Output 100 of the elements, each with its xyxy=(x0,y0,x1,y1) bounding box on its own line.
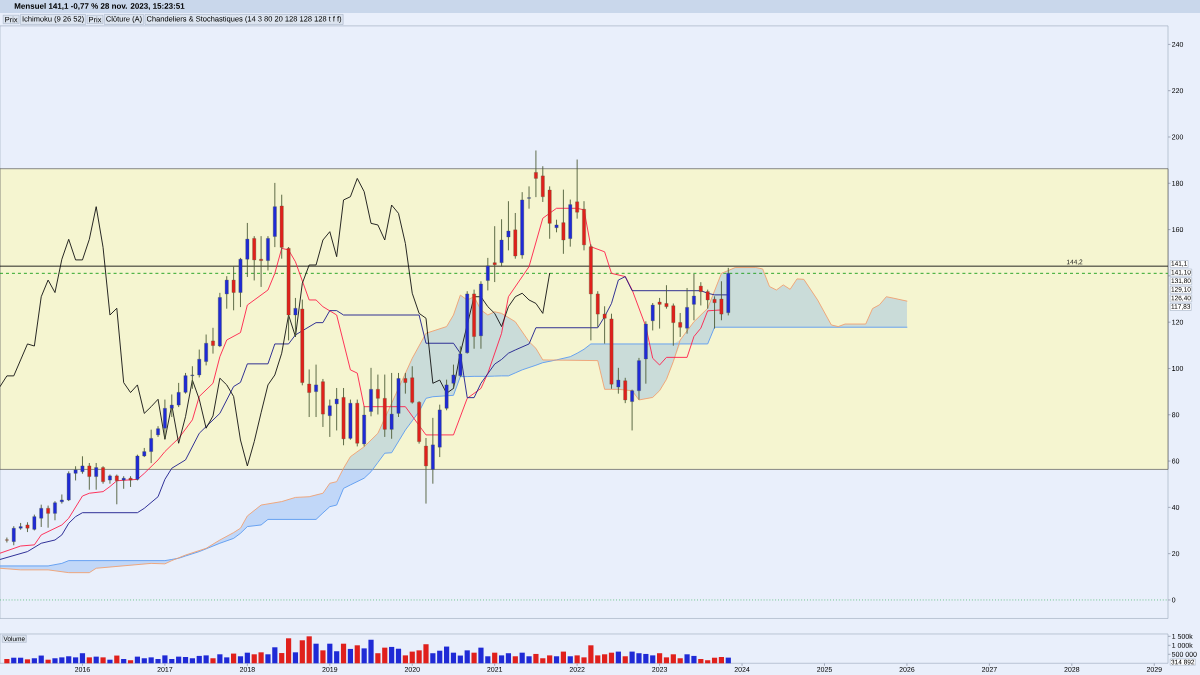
candlestick xyxy=(575,159,579,219)
candlestick xyxy=(39,504,44,528)
candlestick xyxy=(231,266,236,311)
bar xyxy=(217,654,223,664)
bar xyxy=(553,656,560,664)
bar xyxy=(340,643,347,664)
candlestick xyxy=(5,537,9,543)
bar xyxy=(560,651,566,664)
candlestick xyxy=(458,346,463,378)
bar xyxy=(86,657,92,664)
candlestick xyxy=(87,462,92,490)
bar xyxy=(395,648,402,664)
bar xyxy=(292,652,299,664)
candlestick xyxy=(121,476,126,489)
bar xyxy=(354,645,360,664)
bar xyxy=(492,652,498,664)
candlestick xyxy=(293,297,298,337)
bar xyxy=(663,657,670,664)
candlestick xyxy=(314,364,318,418)
bar xyxy=(444,646,450,664)
bar xyxy=(375,653,381,664)
candlestick xyxy=(376,374,380,415)
candlestick xyxy=(204,334,208,366)
candlestick xyxy=(561,189,566,254)
candlestick xyxy=(163,399,167,439)
candlestick xyxy=(403,372,408,394)
bar xyxy=(718,656,725,664)
candlestick xyxy=(334,387,339,431)
bar xyxy=(189,658,195,664)
bar xyxy=(182,656,189,664)
candlestick xyxy=(53,501,57,521)
bar xyxy=(698,658,704,664)
candlestick xyxy=(259,236,263,287)
bar xyxy=(72,657,79,664)
candlestick xyxy=(307,369,311,418)
bar xyxy=(389,646,395,664)
bar xyxy=(471,652,477,664)
bar xyxy=(196,655,202,664)
bar xyxy=(31,658,37,664)
bar xyxy=(505,653,512,664)
bar xyxy=(79,653,86,664)
candlestick xyxy=(369,367,373,417)
bar xyxy=(127,660,134,664)
bar xyxy=(464,650,470,664)
bar xyxy=(409,651,415,664)
candlestick xyxy=(328,399,332,437)
line-series xyxy=(0,276,729,560)
bar xyxy=(100,657,106,664)
bar xyxy=(567,656,573,664)
bar xyxy=(402,655,408,664)
bar xyxy=(437,650,443,664)
bar xyxy=(279,653,285,664)
candlestick xyxy=(499,219,504,267)
candlestick xyxy=(719,281,724,321)
bar xyxy=(650,655,656,664)
candlestick xyxy=(595,291,600,328)
candlestick xyxy=(540,166,545,203)
candlestick xyxy=(424,437,428,504)
candlestick xyxy=(554,219,559,233)
candlestick xyxy=(11,526,16,546)
candlestick xyxy=(389,372,394,439)
candlestick xyxy=(252,236,257,281)
candlestick xyxy=(657,297,662,329)
bar xyxy=(237,656,244,664)
bar xyxy=(430,653,436,664)
bar xyxy=(382,647,388,664)
bar xyxy=(615,651,621,664)
candlestick xyxy=(534,150,538,198)
candlestick xyxy=(190,366,195,389)
candlestick xyxy=(527,186,531,209)
bar xyxy=(595,655,601,664)
candlestick xyxy=(623,377,628,404)
candlestick xyxy=(602,306,607,344)
bar xyxy=(299,640,305,664)
candlestick xyxy=(197,349,202,378)
candlestick xyxy=(699,282,703,306)
candlestick xyxy=(176,382,181,408)
bar xyxy=(203,655,209,664)
candlestick xyxy=(664,285,669,309)
candlestick xyxy=(692,273,696,321)
candlestick xyxy=(224,276,229,309)
bar xyxy=(498,655,505,664)
bar xyxy=(320,650,326,664)
candlestick xyxy=(451,364,456,389)
bar xyxy=(602,654,608,664)
candlestick xyxy=(492,226,497,283)
bar xyxy=(677,658,683,664)
bar xyxy=(512,656,518,664)
bar xyxy=(622,656,628,664)
bar xyxy=(313,643,319,664)
bar xyxy=(24,659,31,664)
candlestick xyxy=(650,302,655,331)
bar xyxy=(210,658,216,664)
candlestick xyxy=(245,222,250,278)
bar xyxy=(107,659,113,664)
candlestick xyxy=(115,474,119,505)
bar xyxy=(450,652,457,664)
bar xyxy=(66,656,72,664)
bar xyxy=(705,660,711,664)
candlestick xyxy=(108,474,112,484)
